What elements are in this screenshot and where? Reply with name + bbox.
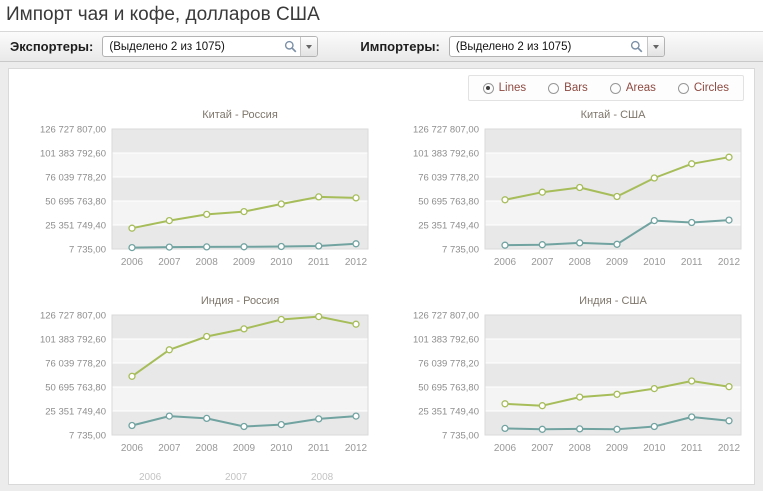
radio-bars-label: Bars [564, 82, 588, 94]
svg-text:2007: 2007 [531, 257, 554, 268]
radio-lines[interactable]: Lines [482, 82, 527, 94]
svg-text:2009: 2009 [233, 443, 256, 454]
svg-text:2008: 2008 [568, 443, 591, 454]
chart-india-russia: Индия - Россия 7 735,00 25 351 749,40 50 69… [12, 291, 378, 469]
page-title: Импорт чая и кофе, долларов США [6, 4, 320, 25]
svg-text:25 351 749,40: 25 351 749,40 [45, 407, 106, 418]
svg-text:2007: 2007 [531, 443, 554, 454]
svg-text:7 735,00: 7 735,00 [442, 431, 479, 442]
svg-text:2007: 2007 [158, 443, 181, 454]
chevron-down-icon [306, 44, 313, 49]
radio-lines-label: Lines [498, 82, 527, 94]
svg-text:50 695 763,80: 50 695 763,80 [418, 383, 479, 394]
svg-text:2010: 2010 [270, 257, 293, 268]
svg-text:7 735,00: 7 735,00 [69, 431, 106, 442]
svg-text:101 383 792,60: 101 383 792,60 [40, 335, 106, 346]
radio-circles-icon [677, 82, 689, 94]
svg-text:2010: 2010 [643, 443, 666, 454]
filter-toolbar: Экспортеры: (Выделено 2 из 1075) Импорте… [0, 31, 763, 62]
svg-text:2008: 2008 [196, 443, 219, 454]
svg-text:76 039 778,20: 76 039 778,20 [418, 359, 479, 370]
svg-text:50 695 763,80: 50 695 763,80 [45, 383, 106, 394]
svg-text:2011: 2011 [681, 443, 703, 454]
svg-text:2009: 2009 [606, 257, 629, 268]
svg-text:Китай - США: Китай - США [580, 109, 646, 121]
svg-text:126 727 807,00: 126 727 807,00 [413, 311, 479, 322]
svg-text:101 383 792,60: 101 383 792,60 [413, 149, 479, 160]
svg-text:2009: 2009 [606, 443, 629, 454]
charts-panel: Lines Bars Areas Circles Китай - Россия 7… [8, 68, 755, 485]
importers-value: (Выделено 2 из 1075) [455, 40, 572, 53]
svg-text:2009: 2009 [233, 257, 256, 268]
chevron-down-icon [652, 44, 659, 49]
svg-text:Индия - Россия: Индия - Россия [201, 295, 279, 307]
svg-text:2012: 2012 [718, 257, 741, 268]
importers-combobox[interactable]: (Выделено 2 из 1075) [448, 36, 665, 57]
chart-china-russia: Китай - Россия 7 735,00 25 351 749,40 50 69… [12, 105, 378, 283]
chart-india-usa: Индия - США 7 735,00 25 351 749,40 50 695 7… [385, 291, 751, 469]
svg-text:2006: 2006 [494, 443, 517, 454]
radio-areas-icon [609, 82, 621, 94]
radio-areas[interactable]: Areas [609, 82, 656, 94]
charts-grid: Китай - Россия 7 735,00 25 351 749,40 50 69… [9, 105, 754, 469]
svg-text:2007: 2007 [158, 257, 181, 268]
radio-bars-icon [548, 82, 560, 94]
chart-type-selector: Lines Bars Areas Circles [467, 75, 744, 101]
svg-text:2010: 2010 [643, 257, 666, 268]
svg-text:50 695 763,80: 50 695 763,80 [45, 197, 106, 208]
svg-text:2011: 2011 [308, 443, 330, 454]
content-area: Lines Bars Areas Circles Китай - Россия 7… [0, 62, 763, 491]
svg-text:25 351 749,40: 25 351 749,40 [45, 221, 106, 232]
svg-text:2010: 2010 [270, 443, 293, 454]
search-icon[interactable] [280, 37, 300, 56]
svg-text:2012: 2012 [345, 443, 368, 454]
svg-text:101 383 792,60: 101 383 792,60 [40, 149, 106, 160]
svg-text:2011: 2011 [681, 257, 703, 268]
svg-text:7 735,00: 7 735,00 [69, 245, 106, 256]
svg-text:Индия - США: Индия - США [579, 295, 647, 307]
svg-text:76 039 778,20: 76 039 778,20 [45, 359, 106, 370]
radio-circles[interactable]: Circles [677, 82, 729, 94]
radio-bars[interactable]: Bars [548, 82, 588, 94]
search-icon[interactable] [627, 37, 647, 56]
svg-text:2012: 2012 [345, 257, 368, 268]
svg-text:25 351 749,40: 25 351 749,40 [418, 221, 479, 232]
svg-text:2006: 2006 [121, 443, 144, 454]
svg-text:76 039 778,20: 76 039 778,20 [418, 173, 479, 184]
ghost-label: 2006 [139, 472, 162, 483]
exporters-label: Экспортеры: [10, 39, 94, 54]
radio-lines-icon [482, 82, 494, 94]
svg-text:2006: 2006 [121, 257, 144, 268]
svg-text:2006: 2006 [494, 257, 517, 268]
radio-circles-label: Circles [693, 82, 729, 94]
svg-text:50 695 763,80: 50 695 763,80 [418, 197, 479, 208]
svg-text:2008: 2008 [568, 257, 591, 268]
svg-text:2012: 2012 [718, 443, 741, 454]
ghost-label: 2008 [311, 472, 334, 483]
exporters-dropdown-button[interactable] [300, 37, 318, 56]
exporters-combobox[interactable]: (Выделено 2 из 1075) [102, 36, 319, 57]
svg-text:2011: 2011 [308, 257, 330, 268]
svg-text:25 351 749,40: 25 351 749,40 [418, 407, 479, 418]
svg-text:76 039 778,20: 76 039 778,20 [45, 173, 106, 184]
svg-text:126 727 807,00: 126 727 807,00 [40, 125, 106, 136]
importers-dropdown-button[interactable] [646, 37, 664, 56]
importers-label: Импортеры: [360, 39, 440, 54]
chart-china-usa: Китай - США 7 735,00 25 351 749,40 50 695 7… [385, 105, 751, 283]
ghost-label: 2007 [225, 472, 248, 483]
svg-text:2008: 2008 [196, 257, 219, 268]
svg-text:126 727 807,00: 126 727 807,00 [413, 125, 479, 136]
svg-text:126 727 807,00: 126 727 807,00 [40, 311, 106, 322]
svg-text:101 383 792,60: 101 383 792,60 [413, 335, 479, 346]
exporters-value: (Выделено 2 из 1075) [109, 40, 225, 53]
radio-areas-label: Areas [625, 82, 656, 94]
svg-text:7 735,00: 7 735,00 [442, 245, 479, 256]
svg-text:Китай - Россия: Китай - Россия [202, 109, 278, 121]
